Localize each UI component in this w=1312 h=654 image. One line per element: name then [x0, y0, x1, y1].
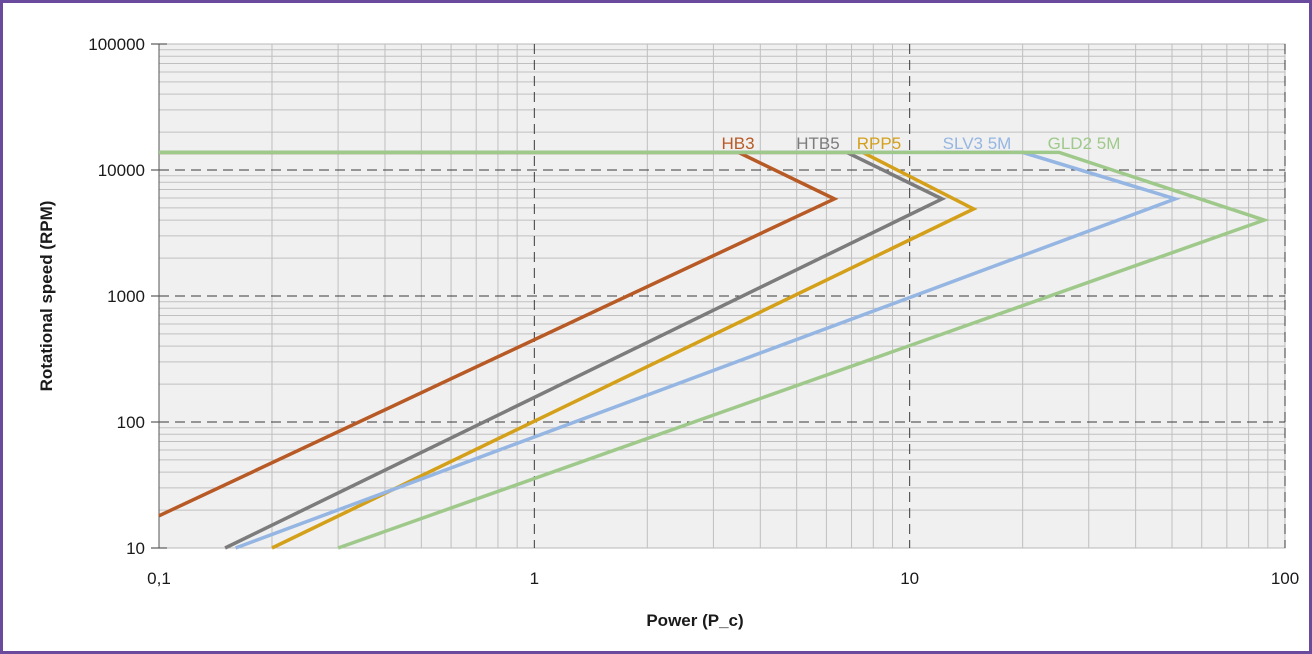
series-label: HB3: [721, 134, 754, 153]
x-axis-title: Power (P_c): [646, 611, 743, 630]
x-tick-label: 1: [530, 569, 539, 588]
series-label: SLV3 5M: [943, 134, 1012, 153]
series-labels: HB3 HTB5 RPP5 SLV3 5M GLD2 5M: [721, 134, 1120, 153]
series-label: GLD2 5M: [1048, 134, 1121, 153]
series-line: [159, 150, 1270, 550]
series-label: HTB5: [796, 134, 839, 153]
x-tick-label: 0,1: [147, 569, 171, 588]
y-tick-label: 100: [117, 413, 145, 432]
series-label: RPP5: [857, 134, 901, 153]
y-tick-label: 10: [126, 539, 145, 558]
series-lines: [158, 150, 1270, 550]
chart-svg: 0,1 1 10 100 10 100 1000 10000 100000 HB3 HTB5 RPP…: [37, 35, 1299, 630]
y-axis-title: Rotational speed (RPM): [37, 201, 56, 392]
y-tick-label: 100000: [88, 35, 145, 54]
major-grid: [159, 44, 1286, 548]
y-tick-label: 10000: [98, 161, 145, 180]
y-tick-label: 1000: [107, 287, 145, 306]
axis-ticks: 0,1 1 10 100 10 100 1000 10000 100000: [88, 35, 1299, 588]
x-tick-label: 10: [900, 569, 919, 588]
x-tick-label: 100: [1271, 569, 1299, 588]
